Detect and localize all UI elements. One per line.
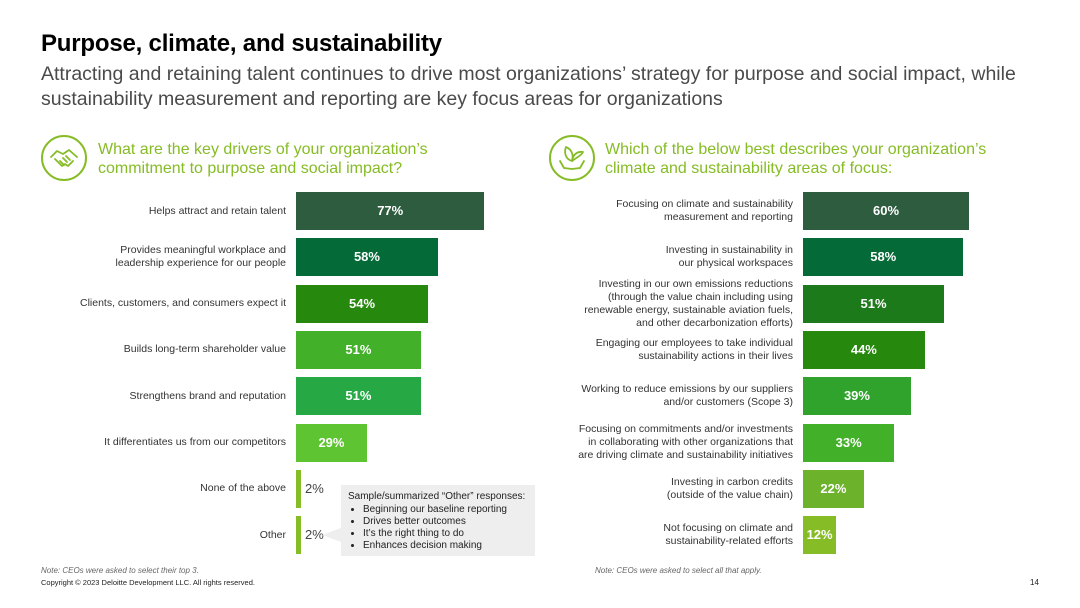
page-title: Purpose, climate, and sustainability	[41, 30, 442, 57]
bar	[803, 192, 970, 230]
bar-category-label: It differentiates us from our competitor…	[104, 436, 286, 448]
right-chart-question: Which of the below best describes your o…	[605, 141, 987, 177]
other-response-item: It’s the right thing to do	[363, 528, 528, 540]
bar-value-label: 60%	[872, 203, 900, 218]
right-chart-note: Note: CEOs were asked to select all that…	[595, 566, 762, 575]
bar-value-label: 33%	[835, 434, 862, 450]
bar-value-label: 54%	[349, 295, 376, 311]
bar-value-label: 22%	[820, 480, 847, 496]
bar-category-label: Other	[259, 528, 286, 541]
bar-value-label: 51%	[345, 388, 372, 404]
handshake-icon	[41, 135, 87, 181]
bar	[296, 330, 421, 369]
bar-value-label: 29%	[318, 434, 345, 450]
bar	[803, 423, 895, 462]
bar-value-label: 44%	[850, 341, 877, 357]
left-chart-note: Note: CEOs were asked to select their to…	[41, 566, 199, 575]
bar	[296, 284, 429, 323]
bar-category-label: Strengthens brand and reputation	[129, 389, 286, 402]
bar-value-label: 2%	[305, 527, 324, 543]
bar-value-label: 58%	[870, 249, 897, 265]
bar-category-label: Helps attract and retain talent	[148, 204, 286, 217]
bar	[803, 516, 837, 555]
bar	[803, 377, 911, 416]
page-number: 14	[1030, 578, 1039, 587]
bar-value-label: 58%	[353, 249, 380, 265]
bar	[296, 377, 421, 416]
bar	[296, 192, 485, 230]
copyright: Copyright © 2023 Deloitte Development LL…	[41, 578, 255, 587]
other-response-item: Enhances decision making	[363, 540, 528, 552]
other-response-item: Beginning our baseline reporting	[363, 504, 528, 516]
other-response-item: Drives better outcomes	[363, 516, 528, 528]
other-callout-arrow	[322, 528, 341, 542]
bar	[296, 516, 301, 555]
bar-category-label: Investing in sustainability in our physi…	[665, 244, 793, 270]
bar-category-label: Engaging our employees to take individua…	[595, 336, 793, 362]
bar-value-label: 2%	[305, 480, 324, 496]
bar-category-label: Not focusing on climate and sustainabili…	[663, 522, 793, 548]
bar	[803, 330, 925, 369]
bar	[803, 284, 945, 323]
bar	[296, 469, 301, 508]
bar-category-label: Investing in carbon credits (outside of …	[666, 475, 793, 501]
bar	[296, 423, 367, 462]
bar	[296, 238, 438, 277]
bar-value-label: 12%	[806, 527, 833, 543]
bar-category-label: None of the above	[200, 482, 286, 495]
bar-category-label: Builds long-term shareholder value	[123, 343, 286, 356]
bar-category-label: Clients, customers, and consumers expect…	[79, 297, 286, 310]
other-responses-box: Sample/summarized “Other” responses: Beg…	[341, 485, 535, 556]
bar-category-label: Provides meaningful workplace and leader…	[115, 244, 286, 270]
bar-category-label: Working to reduce emissions by our suppl…	[581, 383, 793, 409]
bar-value-label: 51%	[860, 295, 887, 311]
other-responses-title: Sample/summarized “Other” responses:	[348, 491, 526, 502]
leaf-hands-icon	[549, 135, 595, 181]
bar-category-label: Focusing on climate and sustainability m…	[616, 198, 793, 223]
bar-value-label: 51%	[345, 341, 372, 357]
page-subtitle: Attracting and retaining talent continue…	[41, 63, 1016, 110]
bar-category-label: Investing in our own emissions reduction…	[584, 277, 793, 329]
bar-category-label: Focusing on commitments and/or investmen…	[578, 423, 793, 461]
bar-value-label: 39%	[843, 388, 870, 404]
left-chart-question: What are the key drivers of your organiz…	[98, 141, 428, 177]
bar	[803, 238, 964, 277]
bar	[803, 469, 864, 508]
bar-value-label: 77%	[377, 203, 404, 218]
